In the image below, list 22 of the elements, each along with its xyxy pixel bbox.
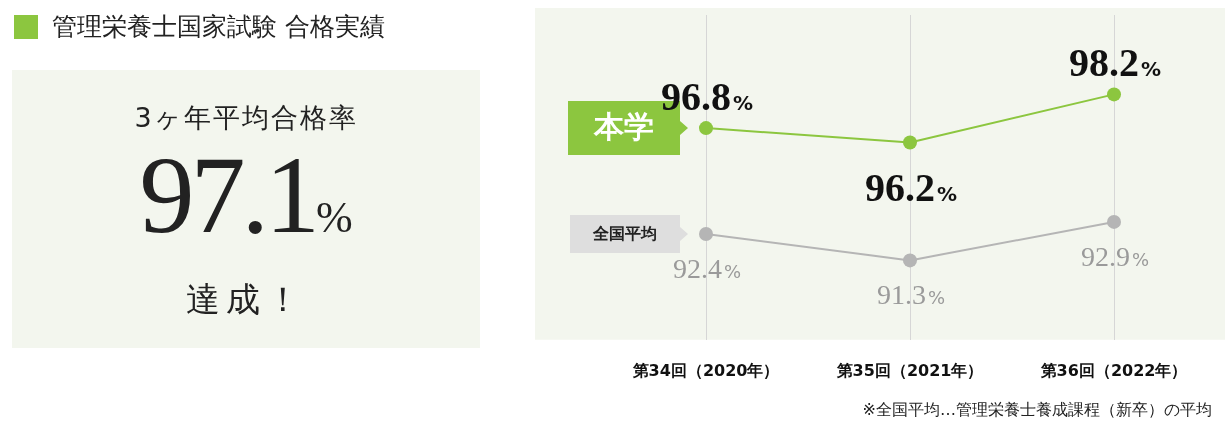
point [903, 253, 917, 268]
series-label: 本学 [593, 108, 654, 144]
text: ※全国平均…管理栄養士養成課程（新卒）の平均 [862, 400, 1212, 421]
text: 97.1% [138, 134, 354, 258]
data-label: 96.8% [660, 74, 754, 120]
point [699, 121, 713, 136]
data-label: 98.2% [1068, 40, 1162, 86]
text: 全国平均 [592, 224, 657, 244]
point [1107, 87, 1121, 102]
text: 達成！ [185, 278, 307, 321]
x-tick-label: 第34回（2020年） [631, 360, 780, 380]
point [903, 135, 917, 150]
x-tick-label: 第35回（2021年） [835, 360, 984, 380]
data-label: 96.2% [864, 164, 958, 210]
text: 管理栄養士国家試験 合格実績 [52, 11, 385, 43]
point [1107, 214, 1121, 229]
data-label: 92.4% [672, 252, 742, 284]
data-label: 92.9% [1080, 240, 1150, 272]
point [699, 226, 713, 241]
x-tick-label: 第36回（2022年） [1039, 360, 1188, 380]
text: 3ヶ年平均合格率 [134, 102, 358, 133]
data-label: 91.3% [876, 279, 946, 311]
